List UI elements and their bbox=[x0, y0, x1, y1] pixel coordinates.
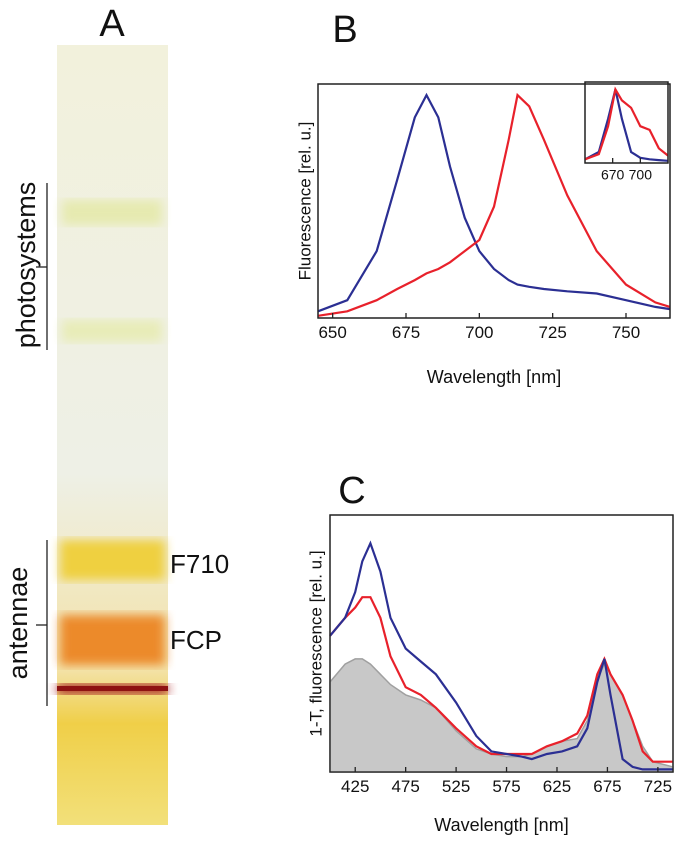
bracket bbox=[36, 183, 48, 706]
line bbox=[329, 540, 673, 771]
x-tick-label: 575 bbox=[492, 777, 520, 796]
x-tick-label: 625 bbox=[543, 777, 571, 796]
group-label: antennae bbox=[3, 567, 33, 680]
x-axis-label: Wavelength [nm] bbox=[427, 367, 561, 387]
x-tick-label: 700 bbox=[465, 323, 493, 342]
x-tick-label: 670 bbox=[601, 166, 625, 182]
x-tick-label: 675 bbox=[593, 777, 621, 796]
line bbox=[584, 86, 669, 161]
band-label: F710 bbox=[170, 549, 229, 579]
panel-label: A bbox=[99, 3, 125, 45]
x-tick-label: 725 bbox=[538, 323, 566, 342]
y-axis-label: Fluorescence [rel. u.] bbox=[295, 122, 314, 281]
panel-label: C bbox=[338, 470, 365, 512]
x-axis-label: Wavelength [nm] bbox=[434, 815, 568, 835]
y-axis-label: 1-T, fluorescence [rel. u.] bbox=[306, 550, 325, 736]
plot-frame bbox=[584, 81, 669, 164]
x-tick-label: 425 bbox=[341, 777, 369, 796]
x-tick-label: 525 bbox=[442, 777, 470, 796]
line bbox=[584, 89, 669, 162]
panel-label: B bbox=[332, 9, 357, 51]
band-label: FCP bbox=[170, 625, 222, 655]
x-tick-label: 475 bbox=[391, 777, 419, 796]
group-label: photosystems bbox=[11, 182, 41, 349]
plot-border bbox=[317, 83, 671, 319]
line bbox=[329, 596, 673, 763]
x-tick-label: 725 bbox=[644, 777, 672, 796]
x-tick-label: 650 bbox=[318, 323, 346, 342]
gel-image bbox=[57, 45, 168, 825]
line bbox=[317, 92, 671, 313]
line bbox=[317, 92, 671, 317]
plot-frame bbox=[317, 83, 671, 319]
plot-border bbox=[329, 514, 674, 773]
x-tick-label: 750 bbox=[612, 323, 640, 342]
x-tick-label: 675 bbox=[392, 323, 420, 342]
x-tick-label: 700 bbox=[629, 166, 653, 182]
plot-border bbox=[584, 81, 669, 164]
